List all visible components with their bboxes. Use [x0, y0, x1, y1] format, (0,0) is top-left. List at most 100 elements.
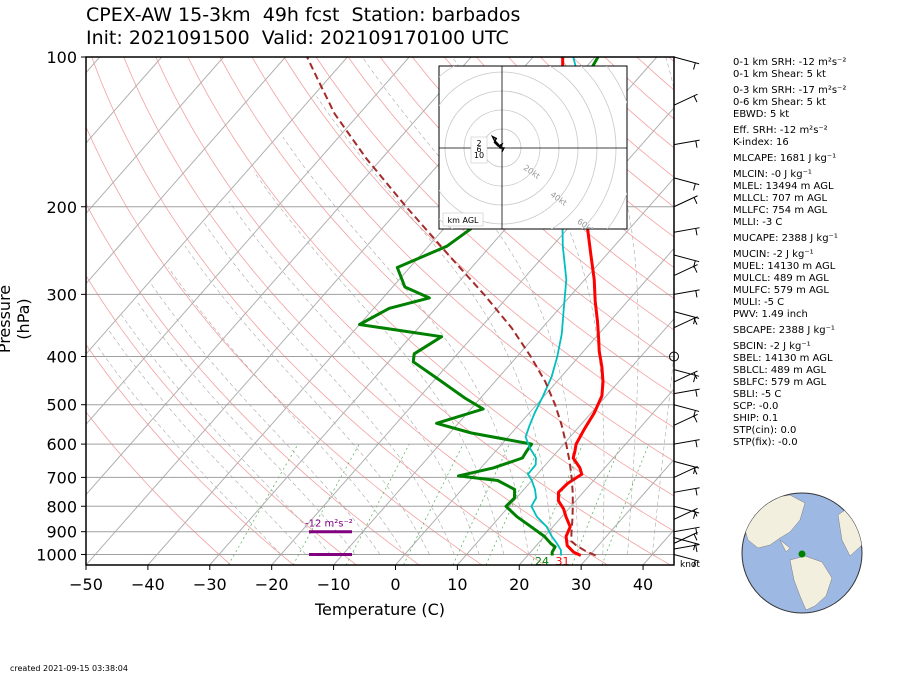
wind-barb-flag [693, 560, 696, 568]
wind-barb [673, 289, 700, 295]
mixing-ratio-line [601, 443, 650, 565]
station-marker [798, 550, 806, 558]
index-line: 0-3 km SRH: -17 m²s⁻² [733, 85, 847, 96]
hodograph-frame [438, 65, 628, 230]
srh-label: -12 m²s⁻² [305, 519, 353, 530]
index-line: K-index: 16 [733, 137, 789, 148]
index-line: MULFC: 579 m AGL [733, 285, 829, 296]
isotherm-line [86, 57, 286, 285]
index-line: MUCIN: -2 J kg⁻¹ [733, 249, 814, 260]
moist-adiabat-line [228, 201, 480, 555]
x-tick-label: 20 [509, 575, 529, 594]
wind-barb-flag [693, 533, 698, 541]
x-tick-label: −10 [317, 575, 351, 594]
calm-wind-marker [669, 351, 679, 362]
index-line: 0-1 km SRH: -12 m²s⁻² [733, 57, 847, 68]
index-line: 0-1 km Shear: 5 kt [733, 69, 826, 80]
wind-barb-flag [693, 410, 696, 418]
dry-adiabat-line [86, 343, 294, 565]
index-line: SHIP: 0.1 [733, 413, 779, 424]
moist-adiabat-line [559, 57, 639, 555]
dry-adiabat-line [86, 411, 232, 565]
wind-barb-flag [695, 290, 698, 298]
plot-frame [85, 56, 675, 566]
srh-bars: -12 m²s⁻² [305, 519, 353, 556]
mixing-ratio-line [403, 443, 464, 565]
y-tick-label: 400 [46, 348, 77, 367]
index-line: MLLCL: 707 m AGL [733, 193, 828, 204]
index-line: STP(fix): -0.0 [733, 437, 798, 448]
x-tick-label: 0 [390, 575, 400, 594]
wind-barb-flag [693, 197, 698, 204]
wind-barb-flag [693, 375, 696, 383]
wind-barb [673, 227, 700, 233]
dry-adiabat-line [443, 57, 674, 268]
x-tick-label: 10 [447, 575, 467, 594]
dry-adiabat-line [91, 57, 545, 565]
x-tick-label: −20 [255, 575, 289, 594]
isotherm-line [86, 57, 472, 496]
mixing-ratio-line [485, 443, 541, 565]
hodograph-legend-box [442, 212, 484, 227]
dry-adiabat-line [315, 57, 674, 395]
wind-barb-flag [693, 183, 696, 191]
wind-barb-flag [693, 95, 698, 103]
globe-landmass [779, 539, 791, 553]
index-line: SCP: -0.0 [733, 401, 779, 412]
chart-title: CPEX-AW 15-3km 49h fcst Station: barbado… [86, 4, 521, 26]
hodograph-trace [490, 135, 506, 153]
wind-unit-label: knot [680, 560, 700, 570]
chart-subtitle: Init: 2021091500 Valid: 202109170100 UTC [86, 27, 509, 49]
wind-barb-flag [693, 62, 696, 70]
moist-adiabat-line [121, 314, 331, 555]
isotherm-line [580, 458, 674, 565]
dry-adiabat-line [86, 274, 357, 565]
wind-barb-flag [695, 140, 698, 148]
wind-barb-flag [695, 228, 698, 236]
dry-adiabat-line [411, 57, 674, 299]
moist-adiabat-line [184, 245, 430, 555]
moist-adiabat-line [136, 301, 356, 555]
index-line: MULI: -5 C [733, 297, 785, 308]
wind-barb-flag [695, 545, 698, 553]
dry-adiabat-line [86, 125, 483, 565]
index-line: SBLCL: 489 m AGL [733, 365, 827, 376]
y-axis-label: Pressure (hPa) [0, 284, 33, 354]
y-tick-label: 800 [46, 497, 77, 516]
wind-barb [673, 311, 700, 319]
wind-barb-flag [695, 488, 698, 496]
dry-adiabat-line [347, 57, 674, 363]
index-line: SBCIN: -2 J kg⁻¹ [733, 341, 811, 352]
moist-adiabat-line [253, 171, 505, 555]
hodograph-height-label: 2 [476, 139, 481, 148]
index-line: MULCL: 489 m AGL [733, 273, 829, 284]
wind-barb-flag [693, 466, 696, 475]
indices-panel: 0-1 km SRH: -12 m²s⁻² 0-1 km Shear: 5 kt… [733, 57, 846, 449]
index-line: 0-6 km Shear: 5 kt [733, 97, 826, 108]
globe-landmass [789, 555, 833, 611]
y-tick-label: 700 [46, 468, 77, 487]
mixing-ratio-line [228, 443, 299, 565]
index-line: STP(cin): 0.0 [733, 425, 797, 436]
wind-barb [673, 56, 700, 65]
wind-barb-flag [693, 260, 696, 268]
isotherm-line [518, 388, 674, 565]
y-tick-label: 300 [46, 285, 77, 304]
isotherm-line [271, 107, 674, 565]
y-tick-label: 600 [46, 435, 77, 454]
index-line: MLCAPE: 1681 J kg⁻¹ [733, 153, 837, 164]
x-tick-label: −50 [69, 575, 103, 594]
index-line: SBEL: 14130 m AGL [733, 353, 833, 364]
moist-adiabat-line [316, 96, 554, 555]
x-axis-label: Temperature (C) [314, 600, 446, 619]
index-line: MUEL: 14130 m AGL [733, 261, 836, 272]
isotherm-line [86, 57, 410, 426]
moist-adiabat-line [652, 57, 674, 555]
index-line: SBCAPE: 2388 J kg⁻¹ [733, 325, 835, 336]
wind-barb [673, 526, 700, 533]
index-line: SBLI: -5 C [733, 389, 782, 400]
wind-barb-flag [693, 317, 696, 325]
